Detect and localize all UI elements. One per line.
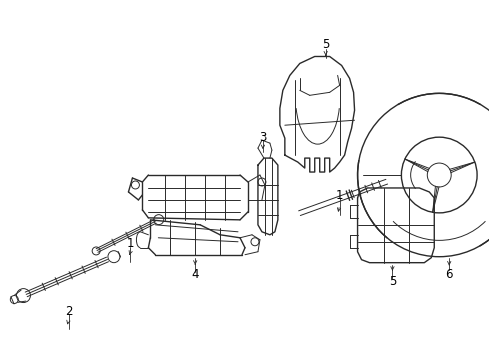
- Text: 3: 3: [259, 131, 267, 144]
- Text: 5: 5: [322, 38, 329, 51]
- Text: 1: 1: [127, 237, 134, 250]
- Text: 6: 6: [445, 268, 453, 281]
- Text: 1: 1: [336, 189, 343, 202]
- Text: 5: 5: [389, 275, 396, 288]
- Text: 4: 4: [192, 268, 199, 281]
- Text: 2: 2: [65, 305, 73, 318]
